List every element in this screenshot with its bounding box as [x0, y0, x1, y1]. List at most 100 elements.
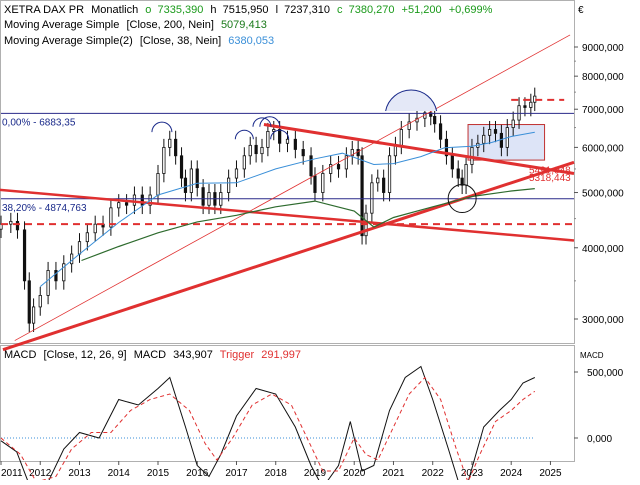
fib-level-label: 0,00% - 6883,35 [2, 117, 76, 128]
macd-header-name: MACD [4, 349, 36, 361]
price-tick-label: 8000,000 [582, 72, 624, 83]
macd-header-trigger-value: 291,997 [261, 349, 301, 361]
candle-body [370, 182, 374, 214]
candle-body [179, 155, 184, 179]
candle-body [329, 164, 333, 174]
time-tick-label: 2017 [225, 468, 248, 479]
candle-body [31, 306, 36, 324]
change-pct: +0,699% [449, 4, 493, 16]
candle-body [407, 121, 411, 130]
time-tick-label: 2013 [68, 468, 91, 479]
time-tick-label: 2021 [382, 468, 405, 479]
pattern-arc-marker [270, 129, 290, 140]
price-tick-label: 5000,000 [582, 189, 624, 200]
change-abs: +51,200 [402, 4, 442, 16]
candle-body [313, 175, 317, 193]
time-tick-label: 2018 [265, 468, 288, 479]
period-label: Monatlich [91, 4, 138, 16]
candle-body [482, 134, 486, 144]
indicator-ma38-params: [Close, 38, Nein] [140, 35, 221, 47]
candle-body [46, 270, 50, 296]
ohlc-o-key: o [145, 4, 151, 16]
time-tick-label: 2024 [500, 468, 523, 479]
candle-body [456, 168, 460, 179]
macd-header-macd-label: MACD [134, 349, 166, 361]
pattern-arc-marker [252, 117, 272, 127]
candle-body [460, 177, 464, 186]
price-tick-label: 4000,000 [582, 244, 624, 255]
candle-body [201, 187, 205, 206]
candle-body [464, 164, 468, 186]
candle-body [278, 129, 282, 144]
time-tick-label: 2025 [539, 468, 562, 479]
pattern-arc-marker [259, 116, 281, 127]
candle-body [382, 177, 386, 193]
candle-body [493, 129, 498, 134]
candle-body [168, 138, 172, 148]
ohlc-h-value: 7515,950 [223, 4, 269, 16]
candle-body [22, 229, 27, 282]
candle-body [77, 241, 82, 255]
time-tick-label: 2016 [186, 468, 209, 479]
indicator-ma200: Moving Average Simple [Close, 200, Nein]… [4, 19, 267, 31]
candle-body [523, 105, 527, 108]
trendline-resistance-long [0, 188, 575, 242]
ohlc-l-key: l [276, 4, 278, 16]
indicator-ma200-value: 5079,413 [221, 19, 267, 31]
time-tick-label: 2014 [108, 468, 131, 479]
time-tick-label: 2015 [147, 468, 170, 479]
candle-body [140, 194, 144, 206]
macd-header: MACD [Close, 12, 26, 9] MACD 343,907 Tri… [4, 349, 301, 361]
ohlc-c-key: c [337, 4, 343, 16]
currency-label: € [578, 5, 584, 16]
macd-side-label: MACD [580, 351, 604, 360]
candle-body [350, 149, 354, 157]
price-tick-label: 3000,000 [582, 315, 624, 326]
macd-trigger-line [0, 376, 536, 484]
price-tick-label: 9000,000 [582, 43, 624, 54]
macd-line [0, 365, 536, 485]
candle-body [399, 129, 403, 146]
symbol-name: XETRA DAX PR [4, 4, 84, 16]
ohlc-c-value: 7380,270 [349, 4, 395, 16]
candle-body [189, 168, 193, 193]
candle-body [227, 177, 231, 193]
candle-body [450, 155, 454, 170]
trend-value-label: 5491,048 [529, 165, 571, 176]
candle-body [356, 149, 360, 157]
trend-value-label: 5318,443 [529, 173, 571, 184]
candle-body [260, 146, 264, 155]
candle-body [62, 263, 66, 282]
candle-body [301, 149, 305, 157]
candle-body [321, 173, 325, 193]
time-tick-label: 2012 [29, 468, 52, 479]
ohlc-o-value: 7335,390 [157, 4, 203, 16]
candle-body [132, 194, 137, 206]
candle-body [529, 101, 533, 108]
time-tick-label: 2023 [461, 468, 484, 479]
candle-body [387, 155, 392, 193]
trendline-support-long [2, 160, 575, 352]
candle-body [433, 115, 437, 125]
ma38-line [39, 131, 535, 287]
pattern-circle-low [447, 184, 477, 214]
candle-body [499, 132, 503, 148]
price-panel-frame [0, 0, 575, 344]
candle-body [511, 119, 515, 128]
ohlc-h-key: h [210, 4, 216, 16]
candle-body [488, 129, 492, 136]
pattern-arc-marker [151, 121, 173, 133]
chart-header: XETRA DAX PR Monatlich o 7335,390 h 7515… [4, 4, 493, 16]
ma200-line [81, 188, 535, 262]
candle-body [109, 207, 113, 228]
ohlc-l-value: 7237,310 [284, 4, 330, 16]
candle-body [254, 144, 258, 155]
candle-body [38, 295, 42, 308]
candle-body [360, 155, 364, 237]
macd-header-macd-value: 343,907 [173, 349, 213, 361]
candle-body [162, 146, 166, 174]
candle-body [266, 131, 270, 148]
candle-body [15, 220, 20, 231]
candle-body [376, 177, 380, 184]
